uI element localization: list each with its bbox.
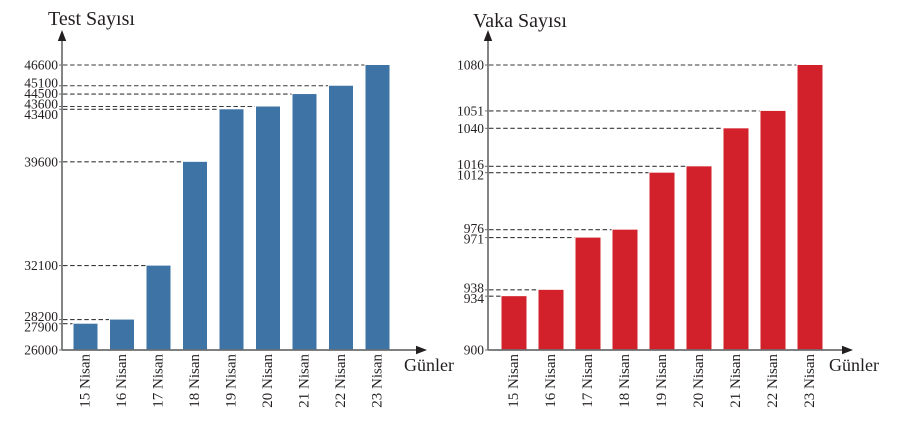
- bar: [73, 323, 98, 350]
- x-tick-label: 18 Nisan: [617, 354, 633, 408]
- x-axis-arrow-icon: [416, 345, 427, 355]
- bar: [686, 166, 712, 350]
- y-tick-label: 45100: [24, 76, 58, 91]
- y-tick-label: 1016: [457, 157, 484, 172]
- right-chart-y-axis-title: Vaka Sayısı: [473, 10, 567, 32]
- bar: [723, 128, 749, 350]
- y-tick-label: 26000: [24, 343, 58, 358]
- y-tick-label: 28200: [24, 309, 58, 324]
- y-tick-label: 900: [464, 343, 485, 358]
- x-tick-label: 22 Nisan: [333, 354, 349, 408]
- x-tick-label: 23 Nisan: [370, 354, 386, 408]
- bar: [575, 237, 601, 350]
- bar: [501, 296, 527, 350]
- bar: [329, 85, 353, 350]
- bar: [256, 106, 280, 350]
- x-tick-label: 18 Nisan: [187, 354, 203, 408]
- y-tick-label: 971: [464, 231, 484, 246]
- y-tick-label: 27900: [24, 319, 58, 334]
- y-tick-label: 1080: [457, 58, 484, 73]
- y-tick-label: 44500: [24, 86, 58, 101]
- x-tick-label: 21 Nisan: [297, 354, 313, 408]
- x-tick-label: 21 Nisan: [728, 354, 744, 408]
- left-chart-y-axis-title: Test Sayısı: [48, 8, 135, 30]
- y-tick-label: 934: [464, 291, 485, 306]
- x-tick-label: 15 Nisan: [506, 354, 522, 408]
- x-tick-label: 16 Nisan: [114, 354, 130, 408]
- x-axis-arrow-icon: [842, 345, 853, 355]
- y-tick-label: 938: [464, 280, 485, 295]
- bar: [538, 289, 564, 350]
- x-tick-label: 20 Nisan: [691, 354, 707, 408]
- bar: [612, 229, 638, 350]
- x-tick-label: 22 Nisan: [765, 354, 781, 408]
- bar: [110, 319, 134, 350]
- bar: [183, 161, 207, 350]
- y-tick-label: 1051: [457, 103, 484, 118]
- left-chart-x-axis-title: Günler: [404, 355, 454, 375]
- x-tick-label: 20 Nisan: [260, 354, 276, 408]
- bar: [292, 94, 317, 350]
- y-axis-arrow-icon: [57, 30, 67, 41]
- x-tick-label: 15 Nisan: [78, 354, 94, 408]
- y-tick-label: 32100: [24, 258, 58, 273]
- x-tick-label: 19 Nisan: [654, 354, 670, 408]
- bar: [649, 172, 675, 350]
- y-tick-label: 43600: [24, 97, 58, 112]
- bar: [760, 110, 786, 351]
- bar: [365, 65, 390, 350]
- y-tick-label: 1012: [457, 167, 484, 182]
- y-tick-label: 43400: [24, 107, 58, 122]
- x-tick-label: 23 Nisan: [802, 354, 818, 408]
- y-axis-arrow-icon: [483, 30, 493, 41]
- y-tick-label: 976: [464, 221, 485, 236]
- right-chart-x-axis-title: Günler: [829, 355, 879, 375]
- y-tick-label: 1040: [457, 121, 484, 136]
- y-tick-label: 39600: [24, 154, 58, 169]
- x-tick-label: 17 Nisan: [151, 354, 167, 408]
- x-tick-label: 19 Nisan: [224, 354, 240, 408]
- bar: [797, 65, 823, 350]
- x-tick-label: 17 Nisan: [580, 354, 596, 408]
- bar: [219, 109, 244, 350]
- y-tick-label: 46600: [24, 58, 58, 73]
- bar: [146, 265, 171, 350]
- x-tick-label: 16 Nisan: [543, 354, 559, 408]
